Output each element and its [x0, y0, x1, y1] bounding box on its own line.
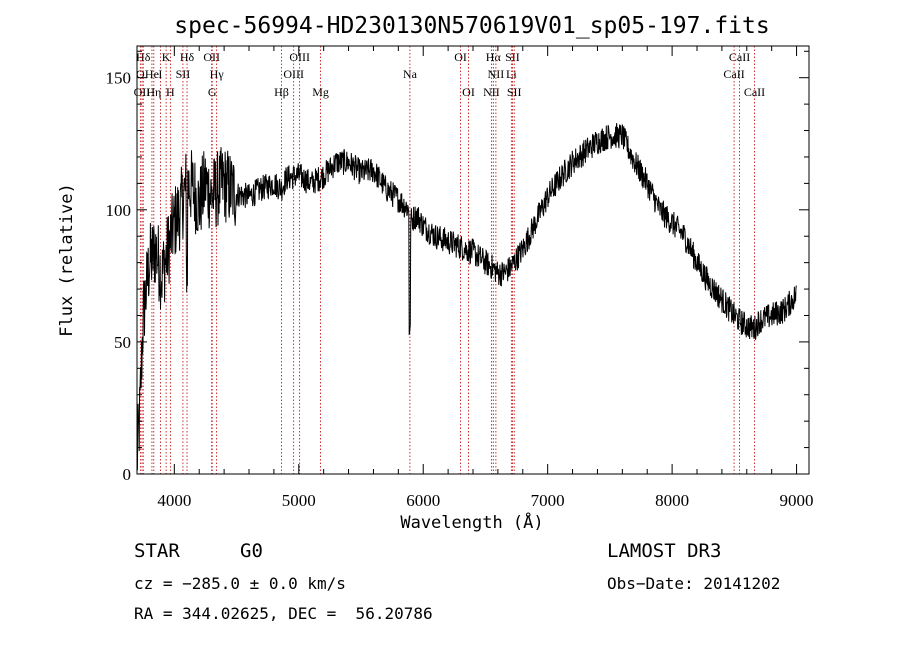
spectral-line-label: Hδ: [180, 50, 195, 64]
spectral-line-label: NII: [483, 85, 500, 99]
spectrum-line: [136, 123, 797, 471]
chart-title: spec-56994-HD230130N570619V01_sp05-197.f…: [174, 13, 769, 39]
x-tick-label: 5000: [282, 491, 316, 510]
observation-date: Obs−Date: 20141202: [607, 574, 781, 593]
spectral-line-label: O: [136, 67, 145, 81]
x-tick-label: 6000: [406, 491, 440, 510]
spectral-line-label: Hη: [146, 85, 161, 99]
y-tick-label: 0: [123, 465, 132, 484]
spectral-line-label: Na: [403, 67, 418, 81]
spectral-line-label: CaII: [729, 50, 750, 64]
spectral-line-label: CaII: [723, 67, 744, 81]
plot-frame: [136, 45, 810, 475]
survey-name: LAMOST DR3: [607, 540, 722, 562]
spectral-line-label: He: [145, 67, 159, 81]
spectral-line-label: OIII: [289, 50, 310, 64]
spectral-line-label: SII: [505, 50, 520, 64]
spectral-line-label: OII: [134, 85, 151, 99]
axis-ticks: 4000 5000 6000 7000 8000 9000 0 50 100 150: [106, 46, 814, 510]
x-axis-label: Wavelength (Å): [400, 511, 543, 533]
y-tick-label: 100: [106, 201, 132, 220]
spectral-line-label: I: [158, 67, 162, 81]
x-tick-label: 7000: [531, 491, 565, 510]
spectral-line-label: OI: [462, 85, 475, 99]
spectral-line-label: Hβ: [274, 85, 289, 99]
spectral-line-label: SII: [507, 85, 522, 99]
spectral-line-label: SII: [176, 67, 191, 81]
object-class: STAR: [134, 540, 180, 562]
y-tick-label: 50: [114, 333, 131, 352]
spectral-line-label: NII: [488, 67, 505, 81]
spectral-line-label: OII: [203, 50, 220, 64]
y-axis-label: Flux (relative): [57, 183, 77, 337]
spectral-line-label: CaII: [744, 85, 765, 99]
spectral-line-label: Hδ: [136, 50, 151, 64]
x-tick-label: 8000: [655, 491, 689, 510]
spectral-line-label: Hα: [486, 50, 502, 64]
spectral-line-label: K: [162, 50, 171, 64]
spectrum-chart: spec-56994-HD230130N570619V01_sp05-197.f…: [57, 13, 814, 533]
spectral-line-label: Mg: [312, 85, 329, 99]
spectral-line-label: OI: [454, 50, 467, 64]
object-subclass: G0: [240, 540, 263, 562]
x-tick-label: 9000: [780, 491, 814, 510]
spectral-line-label: G: [208, 85, 217, 99]
spectral-line-label: Li: [506, 67, 517, 81]
coordinates: RA = 344.02625, DEC = 56.20786: [134, 604, 433, 623]
x-tick-label: 4000: [157, 491, 191, 510]
spectral-line-label: OIII: [283, 67, 304, 81]
y-tick-label: 150: [106, 69, 132, 88]
spectral-line-label: H: [166, 85, 175, 99]
redshift-velocity: cz = −285.0 ± 0.0 km/s: [134, 574, 346, 593]
spectral-line-label: Hγ: [210, 67, 225, 81]
